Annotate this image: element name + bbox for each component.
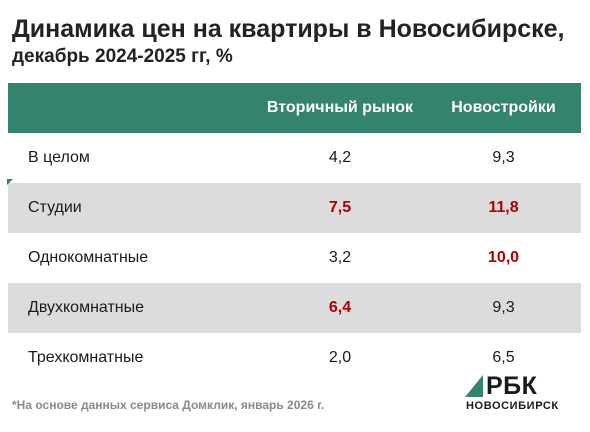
page-subtitle: декабрь 2024-2025 гг, % <box>12 45 233 69</box>
table-row: Однокомнатные 3,2 10,0 <box>8 233 581 283</box>
secondary-value: 7,5 <box>254 183 426 233</box>
rbc-logo: РБК НОВОСИБИРСК <box>465 374 585 414</box>
table-row: В целом 4,2 9,3 <box>8 133 581 183</box>
header-label-cell <box>8 83 254 133</box>
row-label: Студии <box>8 183 254 233</box>
row-label: В целом <box>8 133 254 183</box>
table-row: Студии 7,5 11,8 <box>8 183 581 233</box>
new-builds-value: 9,3 <box>426 133 581 183</box>
table-row: Двухкомнатные 6,4 9,3 <box>8 283 581 333</box>
corner-triangle-mark <box>7 179 13 185</box>
secondary-value: 3,2 <box>254 233 426 283</box>
price-table: Вторичный рынок Новостройки В целом 4,2 … <box>8 83 581 383</box>
new-builds-value: 11,8 <box>426 183 581 233</box>
logo-brand: РБК <box>486 374 537 398</box>
secondary-value: 4,2 <box>254 133 426 183</box>
page-title: Динамика цен на квартиры в Новосибирске, <box>12 14 565 44</box>
header-new-builds: Новостройки <box>426 83 581 133</box>
row-label: Трехкомнатные <box>8 333 254 383</box>
logo-city: НОВОСИБИРСК <box>466 400 585 412</box>
row-label: Двухкомнатные <box>8 283 254 333</box>
row-label: Однокомнатные <box>8 233 254 283</box>
secondary-value: 6,4 <box>254 283 426 333</box>
new-builds-value: 10,0 <box>426 233 581 283</box>
secondary-value: 2,0 <box>254 333 426 383</box>
header-secondary-market: Вторичный рынок <box>254 83 426 133</box>
footnote: *На основе данных сервиса Домклик, январ… <box>12 398 324 412</box>
table-header-row: Вторичный рынок Новостройки <box>8 83 581 133</box>
new-builds-value: 9,3 <box>426 283 581 333</box>
rbc-mark-icon <box>465 375 483 397</box>
